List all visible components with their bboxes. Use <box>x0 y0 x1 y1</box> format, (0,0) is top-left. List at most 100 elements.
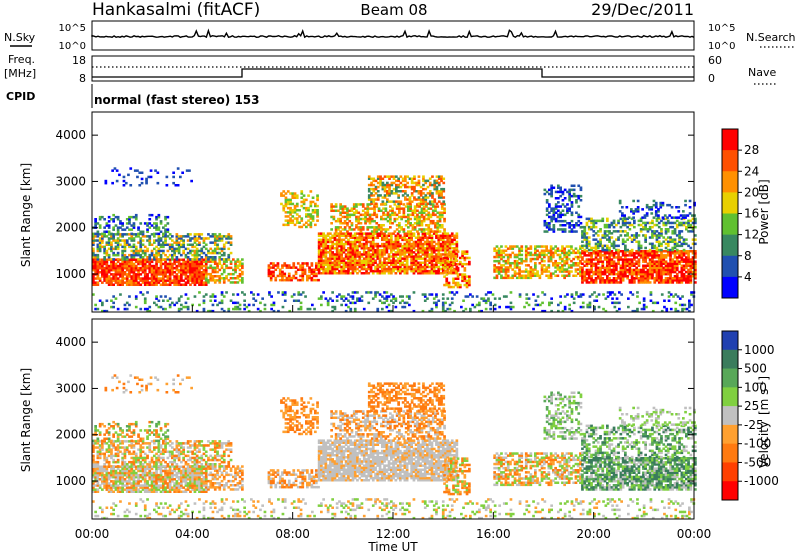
power-cell <box>651 258 654 261</box>
power-cell <box>198 291 201 294</box>
power-cell <box>184 260 188 264</box>
power-cell <box>615 277 618 280</box>
power-cell <box>437 251 441 254</box>
power-cell <box>130 245 134 249</box>
power-cell <box>234 268 237 272</box>
power-cell <box>430 269 434 273</box>
power-cell <box>143 271 147 274</box>
power-cell <box>146 307 149 311</box>
power-cell <box>513 272 517 275</box>
power-cell <box>392 269 395 273</box>
power-cell <box>669 254 672 257</box>
power-cell <box>615 256 618 259</box>
power-cell <box>461 265 464 268</box>
power-cell <box>340 261 343 264</box>
power-cell <box>630 234 634 237</box>
power-cell <box>234 262 237 265</box>
power-cell <box>556 274 560 277</box>
power-cell <box>369 232 373 235</box>
power-cell <box>107 253 111 257</box>
power-cell <box>399 253 402 256</box>
power-cell <box>664 250 668 253</box>
power-cell <box>312 274 316 278</box>
power-cell <box>545 213 549 217</box>
power-cell <box>527 247 530 250</box>
power-cell <box>608 270 611 274</box>
power-cell <box>437 253 441 256</box>
power-cell <box>633 236 636 239</box>
power-cell <box>391 211 394 214</box>
power-cell <box>568 226 571 229</box>
power-cell <box>305 225 308 229</box>
power-cell <box>355 215 358 219</box>
power-cell <box>365 251 368 254</box>
power-cell <box>92 256 95 259</box>
power-cell <box>431 183 434 187</box>
power-cell <box>440 187 443 191</box>
power-cell <box>401 244 404 248</box>
power-cell <box>431 196 434 199</box>
power-cell <box>680 270 684 274</box>
power-cell <box>227 235 231 238</box>
power-cell <box>123 262 127 266</box>
power-cell <box>446 240 450 244</box>
power-cell <box>628 228 632 231</box>
power-cell <box>105 277 109 280</box>
power-cell <box>594 270 598 274</box>
power-cell <box>116 279 120 282</box>
power-cell <box>419 238 422 242</box>
power-cell <box>92 243 95 246</box>
power-cell <box>445 283 449 287</box>
power-cell <box>96 264 100 268</box>
power-cell <box>356 272 359 275</box>
power-cell <box>423 263 427 267</box>
power-cell <box>195 243 199 246</box>
power-cell <box>694 250 697 253</box>
power-cell <box>596 252 600 255</box>
power-cell <box>547 274 551 277</box>
power-cell <box>286 198 290 202</box>
power-cell <box>367 232 371 235</box>
power-cell <box>218 281 222 284</box>
power-cell <box>121 283 124 286</box>
power-cell <box>583 225 587 229</box>
power-cell <box>331 253 334 256</box>
power-cell <box>369 269 373 273</box>
power-cell <box>346 213 349 217</box>
power-cell <box>130 271 134 274</box>
power-cell <box>396 238 400 242</box>
power-cell <box>157 235 161 238</box>
power-cell <box>633 219 636 223</box>
power-cell <box>603 252 607 255</box>
power-cell <box>153 301 156 305</box>
power-cell <box>452 269 455 272</box>
power-cell <box>644 275 647 278</box>
power-cell <box>642 277 645 280</box>
power-cell <box>162 241 165 244</box>
power-cell <box>653 281 657 284</box>
power-cell <box>644 264 647 267</box>
power-cell <box>357 228 361 231</box>
power-cell <box>675 206 678 209</box>
power-cell <box>155 215 158 219</box>
power-cell <box>633 256 636 259</box>
power-cell <box>114 268 118 272</box>
power-cell <box>449 256 453 260</box>
power-cell <box>529 266 533 269</box>
power-cell <box>107 258 111 261</box>
power-cell <box>222 235 226 238</box>
power-cell <box>365 242 368 246</box>
power-cell <box>651 268 654 272</box>
power-cell <box>139 268 143 272</box>
power-cell <box>419 192 423 195</box>
power-cell <box>182 243 185 246</box>
power-cell <box>515 245 519 248</box>
power-cell <box>502 264 506 267</box>
power-cell <box>347 249 350 252</box>
power-cell <box>316 213 319 216</box>
power-cell <box>112 305 115 309</box>
power-cell <box>340 240 343 244</box>
power-cell <box>114 224 118 227</box>
power-cell <box>405 269 409 273</box>
power-cell <box>694 262 697 265</box>
